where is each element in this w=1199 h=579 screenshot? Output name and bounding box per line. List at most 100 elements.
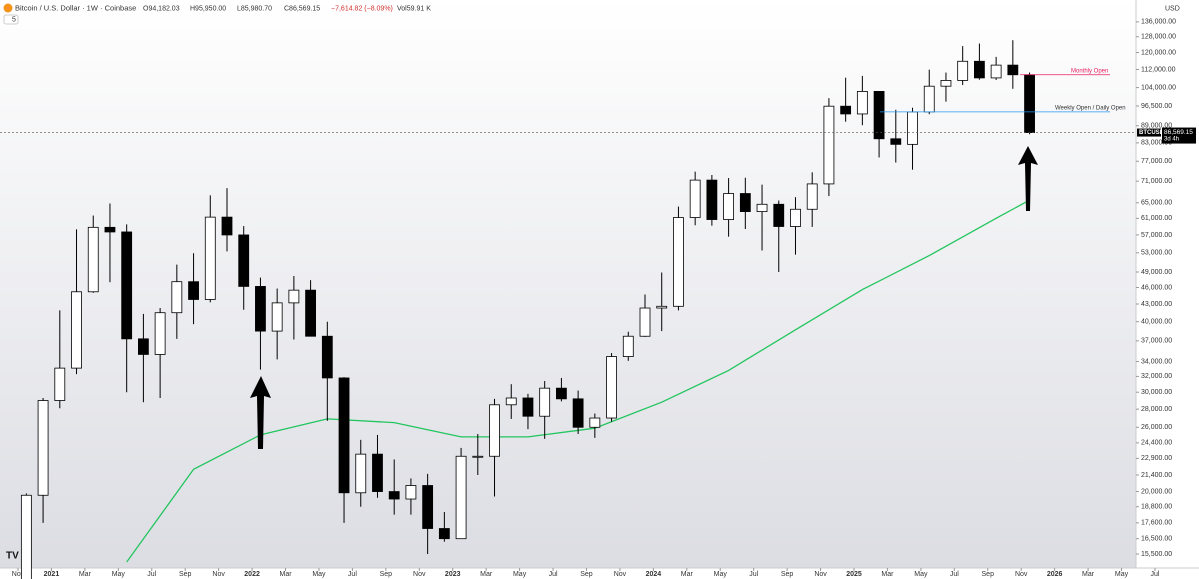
candle-body xyxy=(321,335,333,379)
symbol-tag xyxy=(1137,128,1161,137)
x-tick-label: Jul xyxy=(749,571,758,578)
x-tick-label: 2024 xyxy=(646,571,662,578)
candle-body xyxy=(639,307,651,337)
badge[interactable] xyxy=(3,14,19,25)
x-tick-label: Jul xyxy=(1150,571,1159,578)
x-tick-label: May xyxy=(513,571,527,578)
plot-background xyxy=(0,0,1136,568)
candle-body xyxy=(723,193,734,220)
candle-body xyxy=(1007,64,1019,76)
candle-body xyxy=(54,367,66,401)
x-tick-label: Jul xyxy=(549,571,558,578)
candle-body xyxy=(589,417,601,428)
x-tick-label: Mar xyxy=(480,571,493,578)
countdown-label: 3d 4h xyxy=(1164,137,1179,143)
y-tick-label: 104,000.00 xyxy=(1141,84,1176,91)
candle-body xyxy=(890,138,902,145)
candle-body xyxy=(673,217,684,307)
y-tick-label: 77,000.00 xyxy=(1141,158,1172,165)
candle-body xyxy=(556,387,567,400)
candle-body xyxy=(756,203,768,212)
ohlc-close: C86,569.15 xyxy=(284,5,320,12)
candle-body xyxy=(188,281,199,300)
x-tick-label: May xyxy=(714,571,728,578)
y-tick-label: 65,000.00 xyxy=(1141,200,1172,207)
candle-body xyxy=(137,338,149,355)
y-tick-label: 43,000.00 xyxy=(1141,301,1172,308)
candle-body xyxy=(689,179,701,218)
candle-body xyxy=(204,216,216,300)
y-tick-label: 53,000.00 xyxy=(1141,250,1172,257)
candle-body xyxy=(288,289,300,304)
x-tick-label: Nov xyxy=(212,571,225,578)
candle-body xyxy=(990,64,1002,79)
candle-body xyxy=(773,203,785,227)
y-tick-label: 16,500.00 xyxy=(1141,536,1172,543)
candle-body xyxy=(873,91,885,140)
candle-body xyxy=(221,216,233,236)
arrow-up xyxy=(1018,146,1038,211)
x-tick-label: 2026 xyxy=(1047,571,1063,578)
candle-body xyxy=(1024,74,1035,133)
y-tick-label: 57,000.00 xyxy=(1141,232,1172,239)
x-tick-label: May xyxy=(1115,571,1129,578)
candle-body xyxy=(121,231,133,340)
x-tick-label: Sep xyxy=(580,571,593,578)
header: Bitcoin / U.S. Dollar · 1W · Coinbase O9… xyxy=(3,3,1180,25)
y-tick-label: 15,500.00 xyxy=(1141,551,1172,558)
y-tick-label: 40,000.00 xyxy=(1141,319,1172,326)
level-label: Monthly Open xyxy=(1071,68,1108,74)
ohlc-change: −7,614.82 (−8.09%) xyxy=(331,5,393,12)
price-axis-bg xyxy=(1136,0,1199,579)
candle-body xyxy=(706,179,718,220)
x-tick-label: Nov xyxy=(1015,571,1028,578)
candle-body xyxy=(823,105,835,185)
candle-body xyxy=(71,291,82,369)
y-tick-label: 18,800.00 xyxy=(1141,504,1172,511)
y-tick-label: 34,000.00 xyxy=(1141,358,1172,365)
y-tick-label: 83,000.00 xyxy=(1141,140,1172,147)
y-tick-label: 28,000.00 xyxy=(1141,406,1172,413)
x-tick-label: Mar xyxy=(881,571,894,578)
x-tick-label: 2025 xyxy=(846,571,862,578)
y-tick-label: 17,600.00 xyxy=(1141,520,1172,527)
candle-body xyxy=(355,453,367,494)
symbol-tag-label: BTCUSD xyxy=(1139,130,1165,136)
y-tick-label: 22,900.00 xyxy=(1141,455,1172,462)
candle-body xyxy=(37,400,49,496)
candle-body xyxy=(907,111,918,145)
candle-body xyxy=(622,335,634,357)
x-tick-label: May xyxy=(312,571,326,578)
y-tick-label: 96,500.00 xyxy=(1141,103,1172,110)
tv-logo: TV xyxy=(6,551,19,562)
x-tick-label: May xyxy=(914,571,928,578)
candle-body xyxy=(856,91,868,115)
x-tick-label: Sep xyxy=(982,571,995,578)
candle-body xyxy=(974,60,985,79)
candle-body xyxy=(940,80,952,87)
price-tag-label: 86,569.15 xyxy=(1164,129,1193,136)
candle-body xyxy=(489,404,500,457)
x-tick-label: Jul xyxy=(348,571,357,578)
x-tick-label: Sep xyxy=(781,571,794,578)
time-axis-bg xyxy=(0,568,1199,579)
x-tick-label: Jul xyxy=(147,571,156,578)
y-tick-label: 21,400.00 xyxy=(1141,472,1172,479)
candle-body xyxy=(271,302,283,332)
x-tick-label: Nov xyxy=(413,571,426,578)
candle-body xyxy=(957,60,969,81)
candle-body xyxy=(255,286,266,332)
y-tick-label: 128,000.00 xyxy=(1141,34,1176,41)
candle-body xyxy=(656,305,668,309)
x-tick-label: Mar xyxy=(79,571,92,578)
y-tick-label: 46,000.00 xyxy=(1141,284,1172,291)
candle-body xyxy=(806,183,818,210)
candle-body xyxy=(238,234,250,287)
y-tick-label: 26,000.00 xyxy=(1141,424,1172,431)
y-tick-label: 120,000.00 xyxy=(1141,49,1176,56)
volume: Vol59.91 K xyxy=(397,5,431,12)
x-tick-label: Mar xyxy=(1082,571,1095,578)
x-tick-label: 2022 xyxy=(244,571,260,578)
price-tag xyxy=(1162,127,1196,144)
